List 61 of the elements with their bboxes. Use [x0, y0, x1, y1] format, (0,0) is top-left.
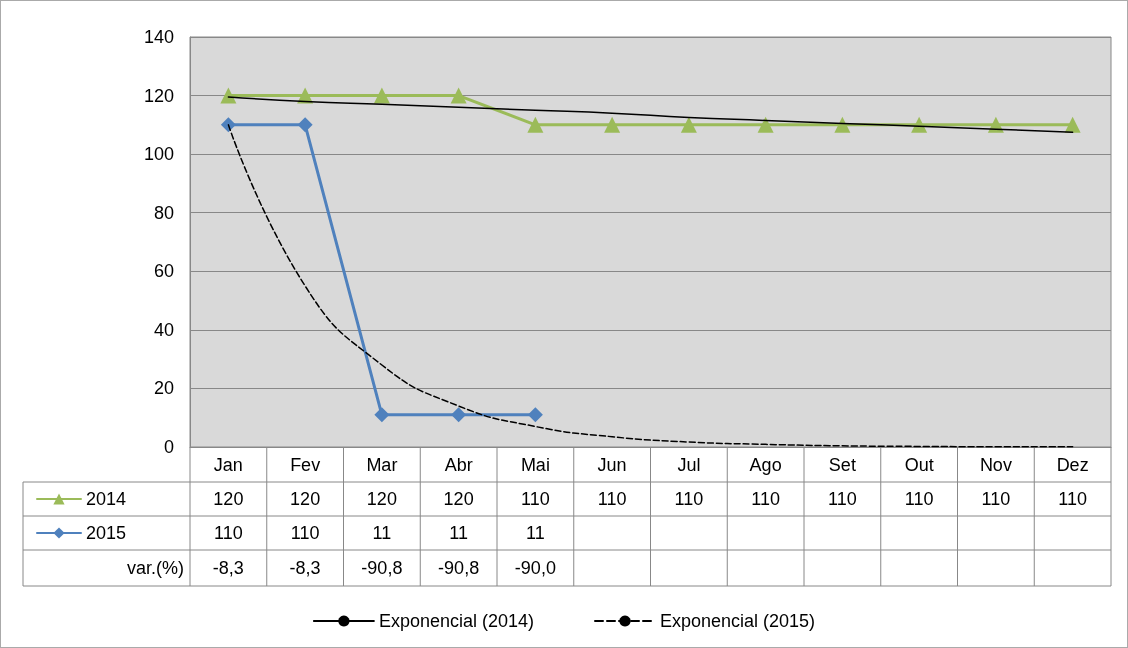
y-tick-label: 100: [143, 144, 174, 165]
point: [680, 116, 697, 133]
point: [373, 87, 390, 104]
text: -8,3: [212, 558, 244, 578]
legend-label: 2015: [86, 523, 127, 543]
y-tick-label: 0: [163, 437, 174, 457]
point: [604, 116, 621, 133]
point: [451, 407, 467, 423]
text: -8,3: [289, 558, 321, 578]
y-tick-label: 120: [143, 85, 174, 106]
data-label: 120: [290, 489, 321, 509]
y-tick-label: 20: [153, 378, 174, 399]
point: [911, 116, 928, 133]
x-tick-label: Dez: [1056, 455, 1089, 475]
data-label: 110: [981, 489, 1011, 509]
data-label: 11: [372, 523, 392, 543]
text: -90,8: [438, 558, 480, 578]
x-tick-label: Mar: [366, 455, 398, 475]
point: [220, 117, 236, 133]
data-label: 120: [443, 489, 474, 509]
x-tick-label: Nov: [979, 455, 1012, 475]
point: [834, 116, 851, 133]
data-label: 120: [213, 489, 244, 509]
data-label: 110: [904, 489, 934, 509]
legend-label: Exponencial (2015): [660, 611, 816, 631]
text: -90,8: [361, 558, 403, 578]
data-label: 110: [521, 489, 550, 509]
data-label: 110: [751, 489, 780, 509]
y-tick-label: 60: [153, 261, 174, 282]
data-label: 110: [1058, 489, 1087, 509]
data-label: 110: [674, 489, 704, 509]
point: [450, 87, 467, 104]
text: var.(%): [126, 558, 184, 578]
x-tick-label: Jul: [677, 455, 701, 475]
point: [220, 87, 237, 104]
legend-label: Exponencial (2014): [378, 611, 535, 631]
data-label: 11: [526, 523, 545, 543]
x-tick-label: Abr: [444, 455, 473, 475]
x-tick-label: Jan: [213, 455, 243, 475]
data-label: 110: [597, 489, 627, 509]
x-tick-label: Set: [828, 455, 856, 475]
y-tick-label: 80: [153, 202, 174, 223]
point: [374, 407, 390, 423]
y-tick-label: 40: [153, 319, 174, 340]
text: -90,0: [514, 558, 556, 578]
x-tick-label: Mai: [520, 455, 550, 475]
x-tick-label: Fev: [290, 455, 321, 475]
point: [297, 117, 313, 133]
data-label: 110: [214, 523, 243, 543]
point: [527, 407, 543, 423]
data-label: 120: [366, 489, 397, 509]
data-label: 11: [449, 523, 468, 543]
x-tick-label: Jun: [597, 455, 627, 475]
point: [527, 116, 544, 133]
data-label: 110: [828, 489, 857, 509]
legend-label: 2014: [86, 489, 127, 509]
x-tick-label: Out: [904, 455, 934, 475]
point: [757, 116, 774, 133]
x-tick-label: Ago: [749, 455, 782, 475]
y-tick-label: 140: [143, 27, 174, 47]
data-label: 110: [290, 523, 320, 543]
